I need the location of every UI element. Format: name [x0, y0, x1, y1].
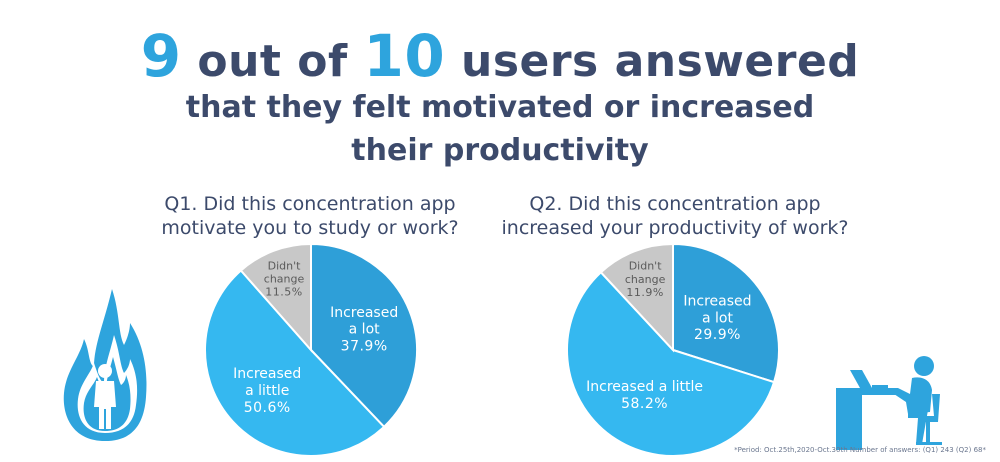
pie-2-slice-2 — [566, 270, 776, 457]
chart-1-title-line-2: motivate you to study or work? — [161, 217, 459, 239]
chart-1-title: Q1. Did this concentration app motivate … — [130, 192, 490, 240]
pie-2-slice-2-label: Increased a little 58.2% — [586, 379, 703, 412]
headline-text-1: out of — [181, 36, 364, 87]
chart-2-title-line-1: Q2. Did this concentration app — [529, 193, 821, 215]
pie-2-slice-1-label: Increased a lot 29.9% — [683, 294, 751, 344]
pie-1-slice-3 — [239, 242, 312, 353]
pie-2-slice-1 — [672, 242, 780, 384]
footnote: *Period: Oct.25th,2020-Oct.30th Number o… — [734, 446, 986, 454]
chart-2-title-line-2: increased your productivity of work? — [501, 217, 849, 239]
headline-line-3: their productivity — [351, 133, 649, 168]
pie-1-slice-1 — [310, 242, 418, 429]
flame-person-icon — [63, 289, 147, 441]
pie-2-slice-3 — [599, 242, 674, 353]
headline-line-2: that they felt motivated or increased — [185, 90, 815, 125]
chart-2-title: Q2. Did this concentration app increased… — [495, 192, 855, 240]
pie-2-slice-3-label: Didn't change 11.9% — [625, 260, 666, 299]
pie-chart-q1: Increased a lot 37.9% Increased a little 50.6… — [204, 242, 418, 457]
pie-1-slice-3-label: Didn't change 11.5% — [264, 259, 305, 298]
pie-1-slice-2-label: Increased a little 50.6% — [233, 366, 301, 416]
pie-chart-q2: Increased a lot 29.9% Increased a little 58.… — [566, 242, 780, 457]
headline-number-9: 9 — [140, 22, 182, 90]
pie-1-slice-1-label: Increased a lot 37.9% — [330, 305, 398, 355]
person-at-desk-icon — [836, 356, 942, 450]
headline-number-10: 10 — [363, 22, 446, 90]
pie-1-slice-2 — [204, 269, 386, 457]
headline-text-2: users answered — [445, 36, 860, 87]
chart-1-title-line-1: Q1. Did this concentration app — [164, 193, 456, 215]
headline: 9 out of 10 users answered — [0, 22, 1000, 90]
